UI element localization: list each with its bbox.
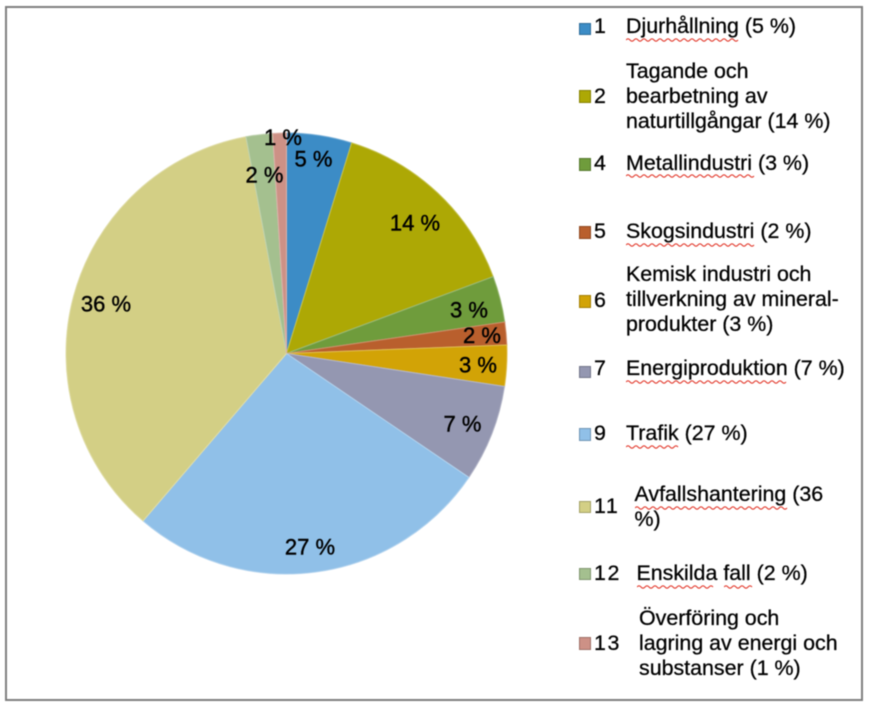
svg-text:2 %: 2 % (463, 323, 501, 348)
svg-text:14 %: 14 % (390, 211, 440, 236)
svg-text:2 %: 2 % (246, 163, 284, 188)
svg-text:3 %: 3 % (450, 298, 488, 323)
svg-text:3 %: 3 % (459, 353, 497, 378)
svg-text:36 %: 36 % (81, 292, 131, 317)
svg-text:7 %: 7 % (444, 412, 482, 437)
svg-text:5 %: 5 % (295, 147, 333, 172)
svg-text:27 %: 27 % (285, 535, 335, 560)
svg-text:1 %: 1 % (264, 125, 302, 150)
